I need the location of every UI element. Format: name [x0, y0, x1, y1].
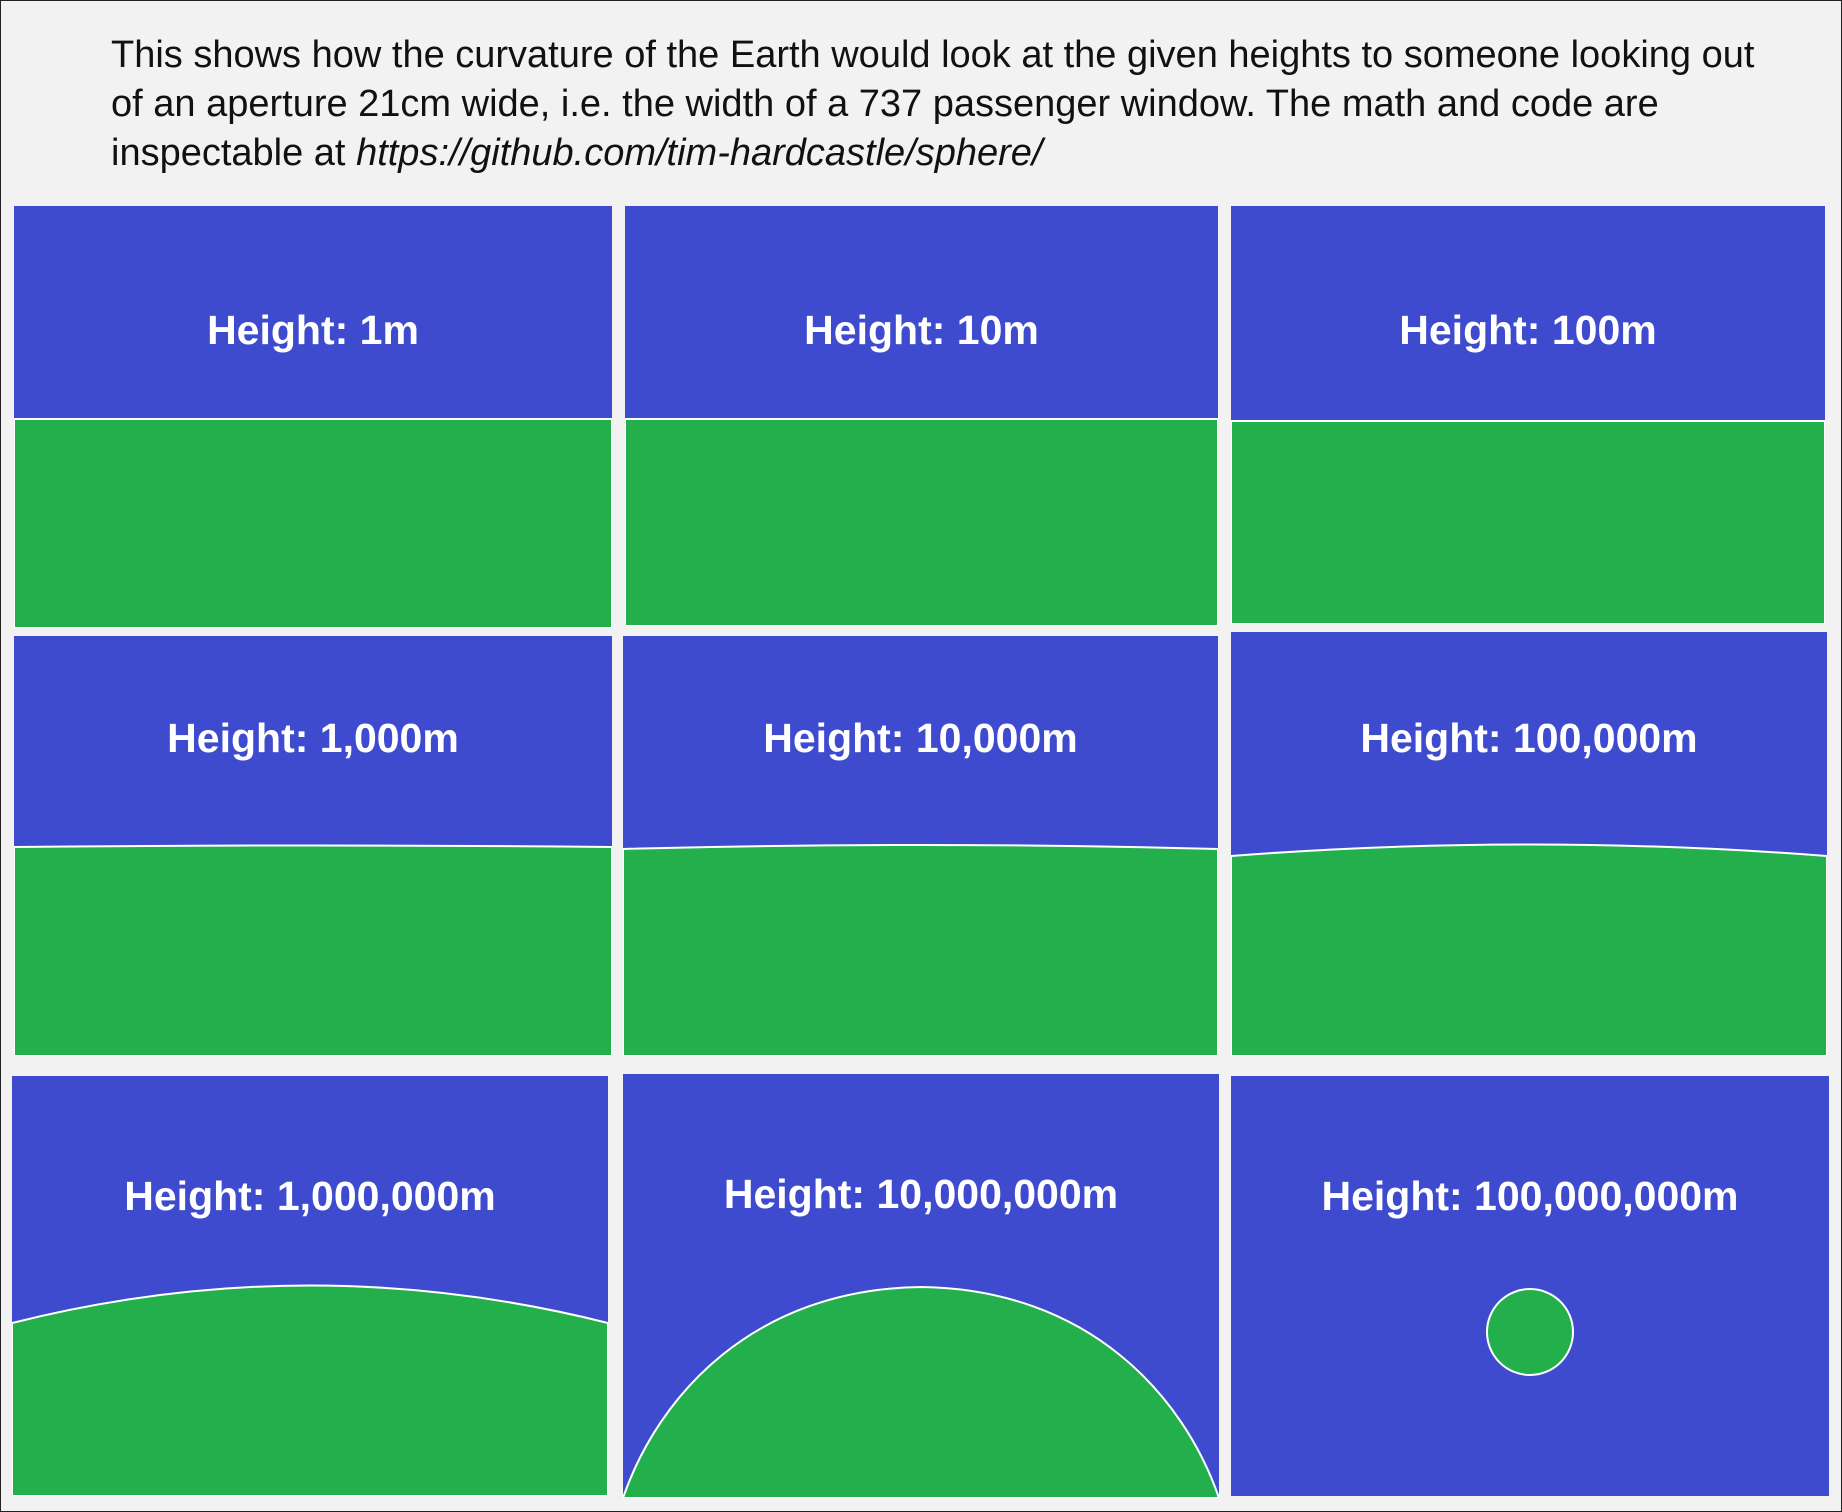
earth-view-100m [1231, 420, 1825, 624]
panel-height-10000000m: Height: 10,000,000m [623, 1074, 1219, 1498]
panel-height-1000000m: Height: 1,000,000m [12, 1076, 608, 1496]
earth-surface [623, 1285, 1219, 1498]
panel-label: Height: 10,000,000m [723, 1171, 1119, 1217]
panel-label: Height: 100,000,000m [1321, 1173, 1739, 1219]
earth-surface [625, 418, 1218, 626]
earth-disc [1486, 1288, 1574, 1376]
earth-surface [14, 844, 612, 1056]
panel-height-10m: Height: 10m [625, 206, 1218, 626]
earth-surface [14, 418, 612, 628]
panel-height-10000m: Height: 10,000m [623, 636, 1218, 1056]
panel-height-1000m: Height: 1,000m [14, 636, 612, 1056]
earth-view-1000m [14, 844, 612, 1056]
panel-label: Height: 10m [804, 307, 1039, 353]
panel-label: Height: 10,000m [763, 715, 1078, 761]
earth-surface [623, 844, 1218, 1056]
caption-text: This shows how the curvature of the Eart… [111, 34, 1755, 174]
panel-height-100m: Height: 100m [1231, 206, 1825, 624]
panel-label: Height: 1m [207, 307, 419, 353]
earth-view-100000000m [1486, 1288, 1574, 1376]
caption: This shows how the curvature of the Eart… [111, 31, 1791, 178]
panel-label: Height: 1,000,000m [124, 1173, 496, 1219]
earth-view-1m [14, 418, 612, 628]
earth-view-100000m [1231, 843, 1827, 1056]
panel-height-100000m: Height: 100,000m [1231, 632, 1827, 1056]
earth-surface [12, 1284, 608, 1496]
panel-height-1m: Height: 1m [14, 206, 612, 628]
panel-label: Height: 1,000m [167, 715, 459, 761]
earth-view-10m [625, 418, 1218, 626]
earth-view-10000m [623, 844, 1218, 1056]
panel-height-100000000m: Height: 100,000,000m [1231, 1076, 1829, 1496]
earth-view-10000000m [623, 1285, 1219, 1498]
earth-surface [1231, 420, 1825, 624]
panel-label: Height: 100,000m [1360, 715, 1698, 761]
earth-view-1000000m [12, 1284, 608, 1496]
earth-surface [1231, 843, 1827, 1056]
caption-url: https://github.com/tim-hardcastle/sphere… [356, 132, 1043, 174]
panel-label: Height: 100m [1399, 307, 1657, 353]
